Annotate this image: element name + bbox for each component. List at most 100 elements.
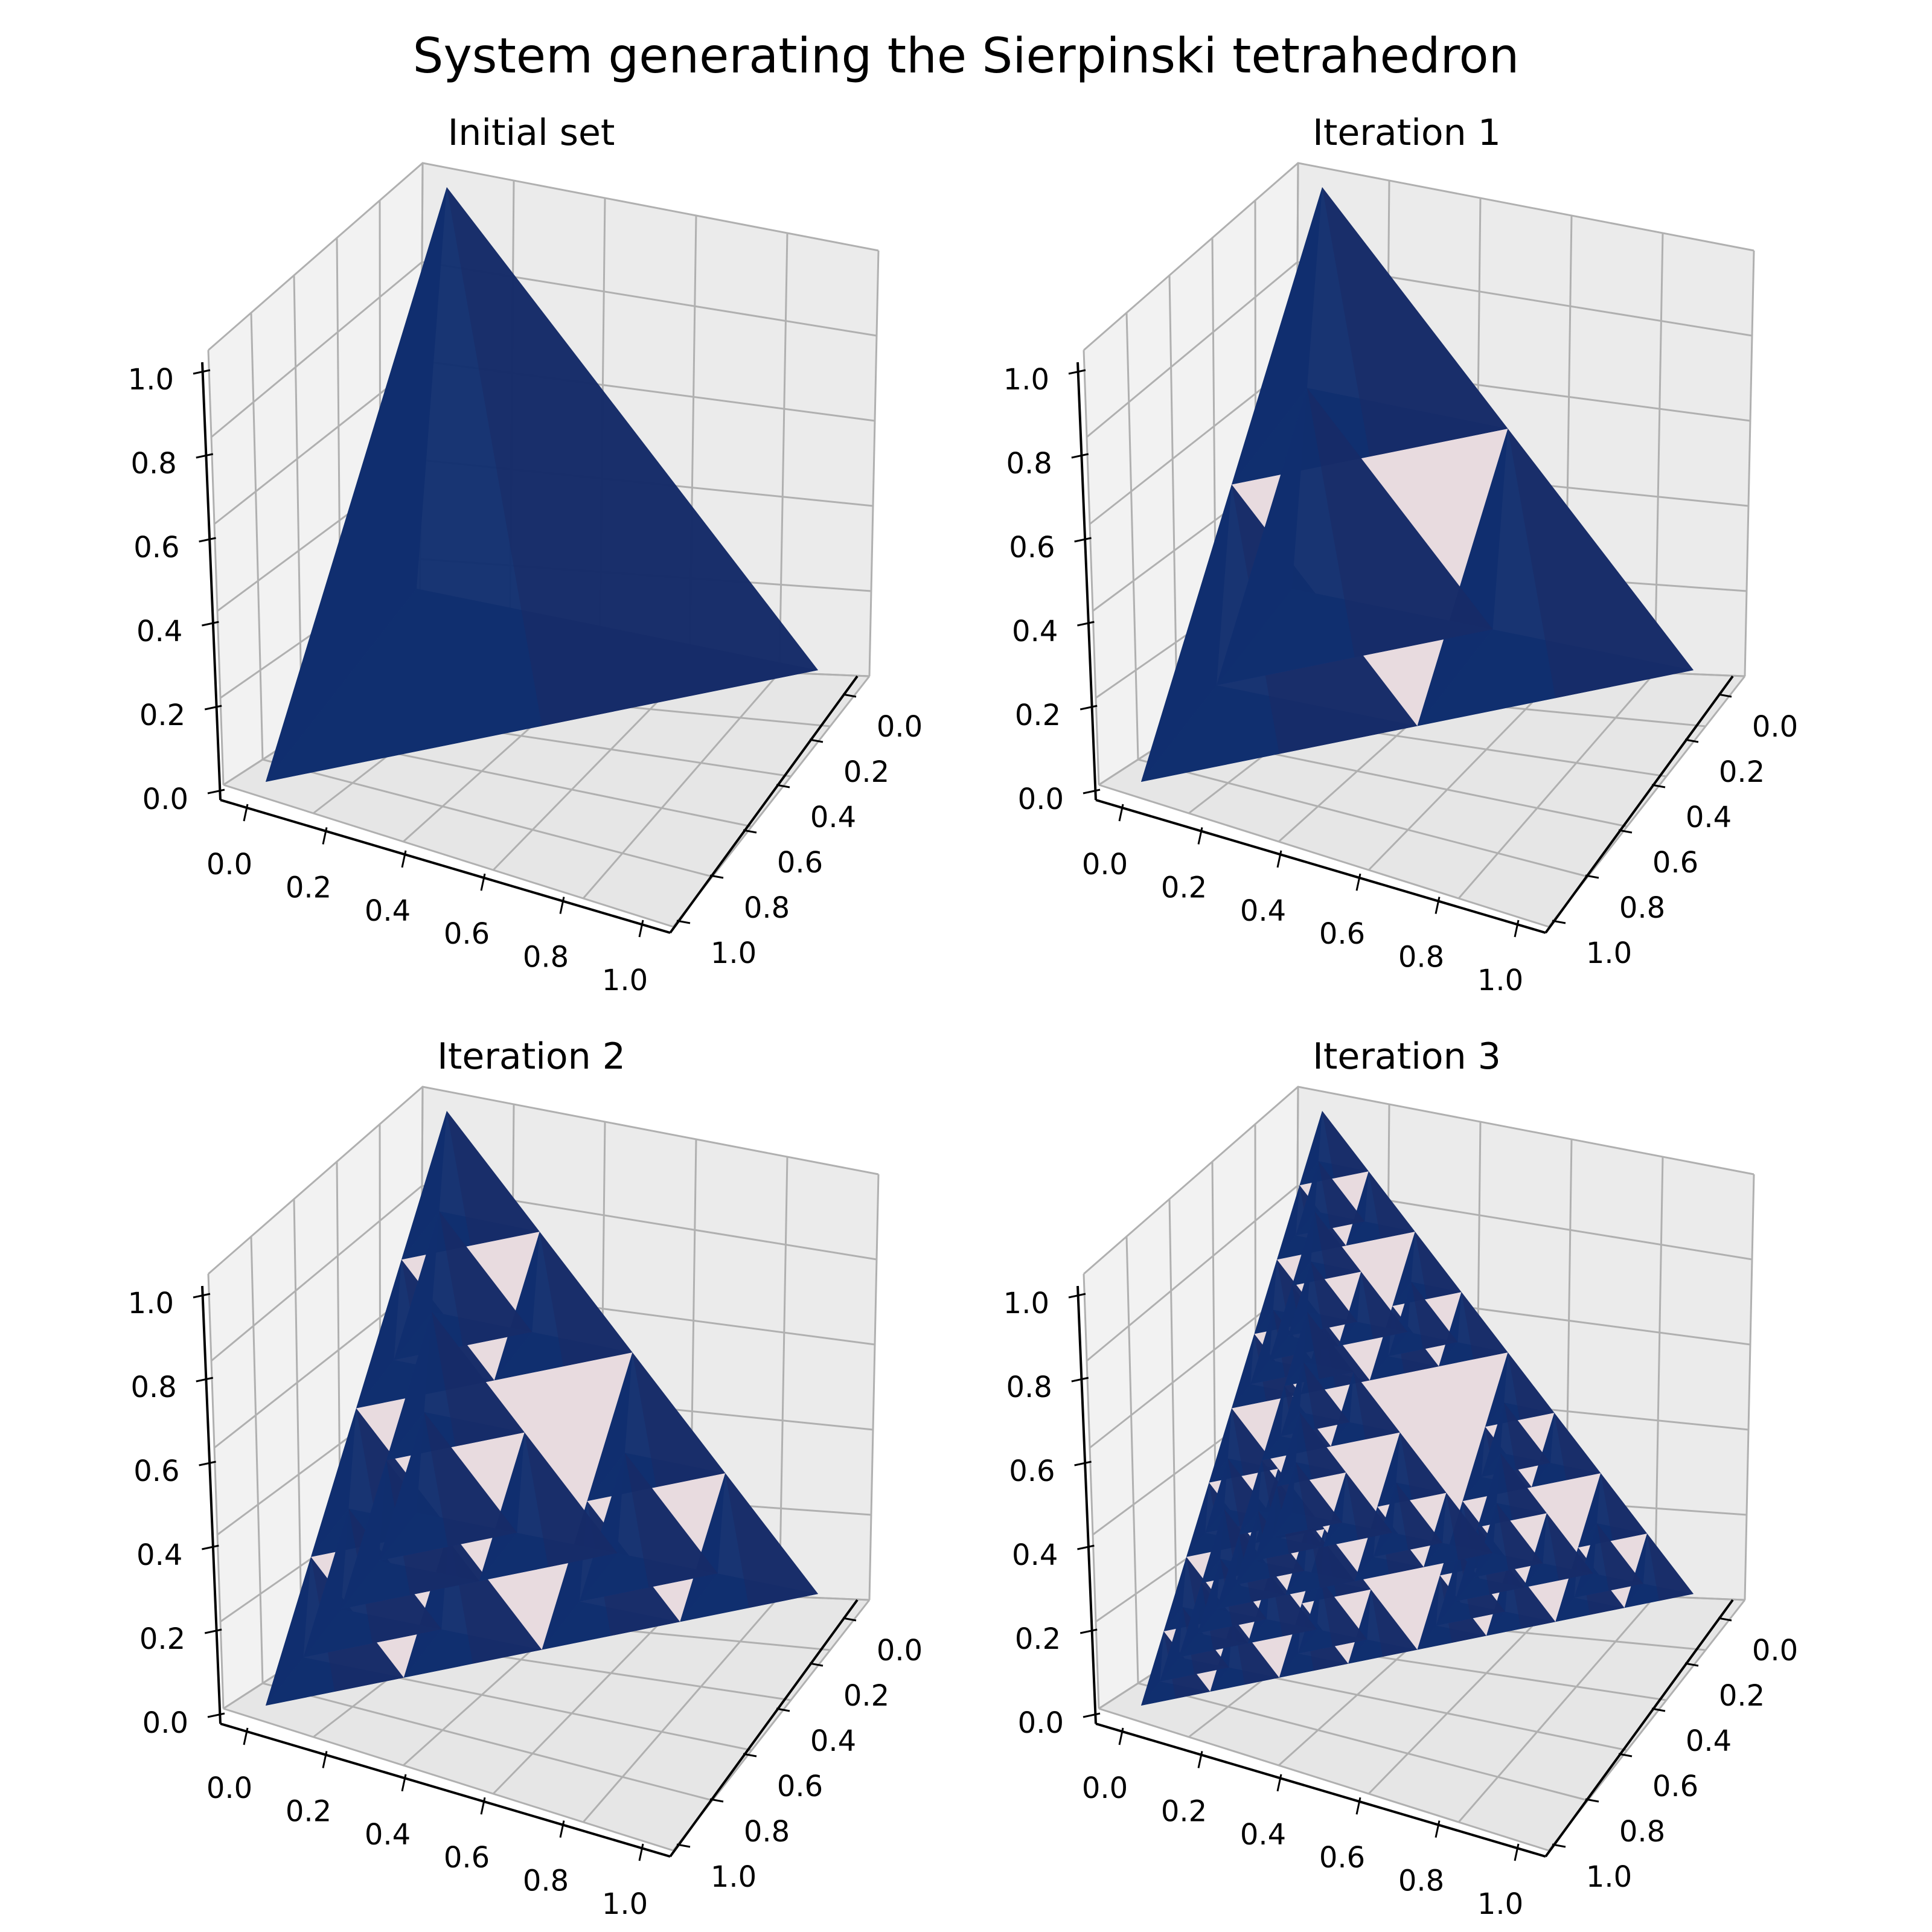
y-tick (676, 1843, 691, 1848)
x-tick (1355, 1797, 1361, 1815)
y-tick-label: 0.6 (777, 846, 823, 880)
y-tick (1552, 1843, 1566, 1848)
x-tick-label: 0.4 (1240, 1818, 1286, 1852)
z-axis (201, 1285, 222, 1724)
z-tick (1077, 621, 1095, 627)
subplot-1: 0.0 0.0 0.0 0.2 0.2 0.2 0.4 0.4 0.4 0.6 0.6 0.6 0.8 0… (128, 112, 923, 997)
x-tick-label: 0.8 (523, 1864, 569, 1898)
subplot-3: 0.0 0.0 0.0 0.2 0.2 0.2 0.4 0.4 0.4 0.6 0.6 0.6 0.8 0… (128, 1035, 923, 1921)
y-tick-label: 0.4 (1686, 801, 1732, 834)
tetrahedron (580, 1453, 718, 1602)
z-tick-label: 0.2 (139, 1622, 185, 1656)
y-tick-label: 0.8 (744, 1815, 790, 1849)
z-tick (1071, 1377, 1089, 1383)
tetra-right-face (1647, 1534, 1694, 1601)
tetra-right-face (1368, 1171, 1415, 1239)
y-tick-label: 0.0 (877, 1634, 923, 1668)
grid-line (250, 312, 264, 760)
z-tick-label: 0.4 (136, 1538, 182, 1572)
x-tick-label: 1.0 (1477, 964, 1523, 997)
tetra-right-face (424, 1412, 517, 1547)
tetra-right-face (1346, 1472, 1393, 1540)
x-tick-label: 0.2 (1161, 1794, 1207, 1828)
tetrahedron (1524, 1513, 1593, 1588)
tetrahedron (1531, 1413, 1601, 1488)
subplot-title: Iteration 2 (437, 1035, 625, 1078)
tetra-right-face (1500, 1453, 1547, 1520)
grid-line (207, 1273, 225, 1709)
grid-line (1125, 312, 1139, 760)
tetra-right-face (1597, 1523, 1643, 1591)
x-tick-label: 0.0 (1082, 1771, 1128, 1805)
grid-line (778, 232, 788, 673)
x-tick-label: 0.0 (1082, 848, 1128, 881)
x-tick-label: 0.0 (206, 1771, 252, 1805)
tetrahedron (1217, 388, 1493, 685)
x-tick (1514, 1843, 1520, 1861)
y-tick-label: 1.0 (711, 936, 756, 970)
z-tick-label: 1.0 (1003, 363, 1049, 397)
tetrahedron (1389, 1282, 1458, 1357)
grid-line (208, 1086, 879, 1275)
tetra-right-face (1509, 1561, 1556, 1629)
x-tick (1435, 1820, 1441, 1838)
tetrahedron (1298, 1579, 1367, 1654)
y-tick (1651, 784, 1666, 788)
x-tick-label: 0.8 (1398, 1864, 1444, 1898)
z-tick-label: 0.0 (142, 1706, 188, 1740)
tetra-right-face (1308, 1520, 1355, 1588)
y-tick-label: 0.6 (1652, 1770, 1698, 1803)
z-tick-label: 0.0 (1018, 782, 1064, 816)
z-tick-label: 0.4 (1012, 615, 1058, 648)
tetra-right-face (1322, 187, 1508, 457)
x-tick (1276, 850, 1282, 868)
y-tick-label: 0.8 (1619, 1815, 1665, 1849)
tetra-right-face (1446, 1492, 1493, 1561)
x-tick (1118, 804, 1124, 822)
grid-line (1083, 350, 1100, 785)
z-tick (207, 788, 225, 795)
z-tick-label: 0.0 (1018, 1706, 1064, 1740)
tetra-right-face (1361, 1271, 1408, 1339)
y-tick-label: 0.0 (877, 710, 923, 744)
y-axis (669, 675, 859, 934)
tetra-right-face (447, 1111, 540, 1246)
tetra-right-face (1296, 1462, 1343, 1530)
grid-line (1654, 1156, 1664, 1597)
tetra-right-face (1504, 1403, 1551, 1470)
tetra-right-face (1311, 1261, 1358, 1329)
x-tick (1197, 1751, 1203, 1768)
grid-line (262, 758, 713, 878)
z-tick (207, 1712, 225, 1718)
z-tick (193, 369, 211, 375)
x-tick-label: 0.2 (286, 871, 331, 904)
y-axis (669, 1599, 859, 1858)
tetrahedron (1348, 1589, 1418, 1664)
z-tick (193, 1293, 211, 1299)
x-tick-label: 1.0 (602, 1887, 648, 1921)
tetra-right-face (1307, 388, 1493, 657)
y-tick (1684, 1662, 1699, 1667)
y-tick (842, 693, 857, 698)
y-tick (709, 1798, 724, 1803)
grid-line (1744, 1174, 1755, 1601)
tetra-right-face (1601, 1473, 1648, 1541)
y-tick-label: 0.6 (1652, 846, 1698, 880)
y-tick-label: 0.8 (744, 891, 790, 925)
y-tick-label: 0.2 (1719, 755, 1765, 789)
x-tick-label: 0.4 (1240, 894, 1286, 928)
tetrahedron (1424, 1492, 1493, 1567)
x-tick (322, 827, 328, 845)
grid-line (1457, 1596, 1656, 1823)
grid-line (223, 784, 674, 928)
y-tick-label: 0.2 (843, 755, 889, 789)
y-tick (1651, 1707, 1666, 1712)
grid-line (262, 1682, 713, 1802)
grid-line (1098, 1707, 1549, 1852)
y-tick (1585, 874, 1599, 879)
grid-line (1098, 784, 1549, 928)
tetra-right-face (524, 1432, 618, 1567)
x-tick (1514, 920, 1520, 938)
z-tick (1074, 1460, 1092, 1467)
